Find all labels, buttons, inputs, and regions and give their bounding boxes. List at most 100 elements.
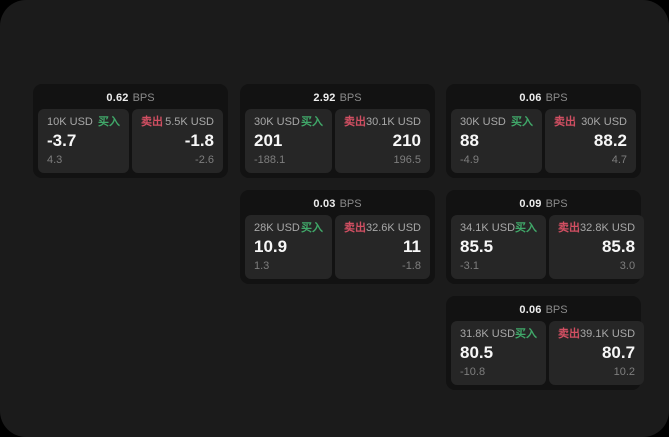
buy-tile-top: 30K USD 买入	[254, 116, 323, 129]
sell-tag: 卖出	[141, 116, 163, 128]
sell-sub-value: 4.7	[611, 154, 627, 166]
buy-amount: 28K USD	[254, 222, 300, 234]
sell-tile[interactable]: 卖出 5.5K USD -1.8 -2.6	[132, 109, 223, 173]
buy-amount: 10K USD	[47, 116, 93, 128]
buy-tile-top: 30K USD 买入	[460, 116, 533, 129]
card-header: 2.92 BPS	[240, 84, 435, 109]
buy-amount: 31.8K USD	[460, 328, 516, 340]
buy-tile-top: 31.8K USD 买入	[460, 328, 537, 341]
bps-unit-label: BPS	[339, 91, 362, 104]
sell-sub-value: 10.2	[613, 366, 636, 378]
card-header: 0.62 BPS	[33, 84, 228, 109]
sell-sub-value: -2.6	[195, 154, 214, 166]
sell-tile-top: 卖出 39.1K USD	[558, 328, 635, 341]
sell-price: -1.8	[184, 131, 214, 150]
buy-tag: 买入	[515, 222, 538, 234]
buy-tile[interactable]: 34.1K USD 买入 85.5 -3.1	[451, 215, 547, 279]
buy-tile-top: 34.1K USD 买入	[460, 222, 537, 235]
buy-tag: 买入	[300, 222, 323, 234]
sell-tile-top: 卖出 5.5K USD	[141, 116, 214, 129]
buy-amount: 30K USD	[460, 116, 506, 128]
sell-tile-top: 卖出 32.8K USD	[558, 222, 635, 235]
sell-tag: 卖出	[558, 328, 581, 340]
buy-sub-value: -188.1	[254, 154, 286, 166]
buy-amount: 30K USD	[254, 116, 300, 128]
bps-unit-label: BPS	[132, 91, 155, 104]
buy-price: 80.5	[460, 343, 494, 362]
sell-tag: 卖出	[343, 222, 366, 234]
sell-amount: 32.8K USD	[580, 222, 636, 234]
sell-tag: 卖出	[554, 116, 576, 128]
buy-tag: 买入	[511, 116, 533, 128]
sell-tile[interactable]: 卖出 32.8K USD 85.8 3.0	[549, 215, 645, 279]
buy-price: -3.7	[47, 131, 77, 150]
card-body: 28K USD 买入 10.9 1.3 卖出 32.6K USD 11 -1.8	[240, 215, 435, 284]
buy-tile-top: 28K USD 买入	[254, 222, 323, 235]
card-body: 30K USD 买入 201 -188.1 卖出 30.1K USD 210 1…	[240, 109, 435, 178]
bps-value: 2.92	[313, 91, 336, 104]
sell-amount: 30.1K USD	[365, 116, 421, 128]
bps-unit-label: BPS	[545, 303, 568, 316]
sell-price: 11	[403, 237, 421, 256]
buy-tile[interactable]: 31.8K USD 买入 80.5 -10.8	[451, 321, 547, 385]
quote-card: 2.92 BPS 30K USD 买入 201 -188.1 卖出 30.1K …	[240, 84, 435, 178]
quote-card: 0.62 BPS 10K USD 买入 -3.7 4.3 卖出 5.5K USD…	[33, 84, 228, 178]
sell-tile-top: 卖出 32.6K USD	[344, 222, 421, 235]
card-header: 0.06 BPS	[446, 296, 641, 321]
card-body: 31.8K USD 买入 80.5 -10.8 卖出 39.1K USD 80.…	[446, 321, 645, 390]
buy-tile-top: 10K USD 买入	[47, 116, 120, 129]
card-header: 0.09 BPS	[446, 190, 641, 215]
buy-price: 85.5	[460, 237, 494, 256]
card-body: 30K USD 买入 88 -4.9 卖出 30K USD 88.2 4.7	[446, 109, 641, 178]
quote-card: 0.03 BPS 28K USD 买入 10.9 1.3 卖出 32.6K US…	[240, 190, 435, 284]
sell-tile[interactable]: 卖出 32.6K USD 11 -1.8	[334, 215, 430, 279]
bps-unit-label: BPS	[545, 91, 568, 104]
buy-price: 10.9	[254, 237, 288, 256]
buy-tile[interactable]: 10K USD 买入 -3.7 4.3	[38, 109, 129, 173]
sell-price: 88.2	[593, 131, 627, 150]
buy-tile[interactable]: 30K USD 买入 201 -188.1	[245, 109, 332, 173]
sell-tile[interactable]: 卖出 30.1K USD 210 196.5	[334, 109, 430, 173]
buy-tag: 买入	[515, 328, 538, 340]
buy-tile[interactable]: 30K USD 买入 88 -4.9	[451, 109, 542, 173]
sell-price: 210	[392, 131, 421, 150]
bps-unit-label: BPS	[545, 197, 568, 210]
bps-value: 0.09	[519, 197, 542, 210]
sell-tile[interactable]: 卖出 39.1K USD 80.7 10.2	[549, 321, 645, 385]
buy-tag: 买入	[98, 116, 120, 128]
quote-card: 0.09 BPS 34.1K USD 买入 85.5 -3.1 卖出 32.8K…	[446, 190, 645, 284]
sell-amount: 30K USD	[581, 116, 627, 128]
quote-card: 0.06 BPS 30K USD 买入 88 -4.9 卖出 30K USD 8…	[446, 84, 641, 178]
buy-sub-value: -10.8	[460, 366, 486, 378]
sell-tile-top: 卖出 30K USD	[554, 116, 627, 129]
sell-tag: 卖出	[558, 222, 581, 234]
buy-price: 88	[460, 131, 479, 150]
buy-tile[interactable]: 28K USD 买入 10.9 1.3	[245, 215, 332, 279]
quote-card: 0.06 BPS 31.8K USD 买入 80.5 -10.8 卖出 39.1…	[446, 296, 645, 390]
sell-sub-value: 3.0	[619, 260, 636, 272]
sell-tag: 卖出	[343, 116, 366, 128]
buy-price: 201	[254, 131, 283, 150]
bps-value: 0.62	[106, 91, 129, 104]
card-body: 10K USD 买入 -3.7 4.3 卖出 5.5K USD -1.8 -2.…	[33, 109, 228, 178]
buy-amount: 34.1K USD	[460, 222, 516, 234]
sell-amount: 5.5K USD	[165, 116, 214, 128]
buy-sub-value: -3.1	[460, 260, 479, 272]
sell-tile-top: 卖出 30.1K USD	[344, 116, 421, 129]
sell-tile[interactable]: 卖出 30K USD 88.2 4.7	[545, 109, 636, 173]
bps-unit-label: BPS	[339, 197, 362, 210]
sell-price: 85.8	[601, 237, 636, 256]
sell-price: 80.7	[601, 343, 636, 362]
buy-sub-value: -4.9	[460, 154, 479, 166]
sell-sub-value: 196.5	[393, 154, 421, 166]
bps-value: 0.03	[313, 197, 336, 210]
card-header: 0.06 BPS	[446, 84, 641, 109]
bps-value: 0.06	[519, 303, 542, 316]
buy-tag: 买入	[300, 116, 323, 128]
sell-amount: 39.1K USD	[580, 328, 636, 340]
buy-sub-value: 4.3	[47, 154, 63, 166]
card-header: 0.03 BPS	[240, 190, 435, 215]
sell-sub-value: -1.8	[402, 260, 421, 272]
